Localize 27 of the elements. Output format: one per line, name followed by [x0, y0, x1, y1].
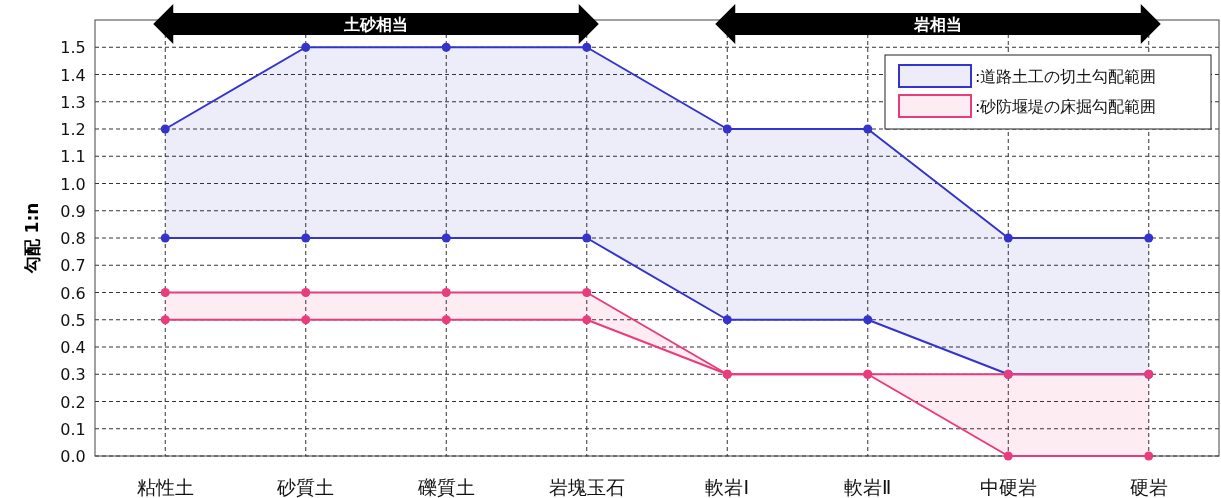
- y-axis-title: 勾配 1:n: [22, 202, 42, 275]
- y-tick-label: 1.2: [60, 120, 86, 139]
- annotation: 岩相当: [913, 15, 962, 34]
- y-tick-label: 0.4: [60, 338, 86, 357]
- y-tick-label: 1.5: [60, 38, 86, 58]
- y-tick-label: 1.0: [60, 174, 86, 194]
- x-tick-label: 砂質土: [276, 476, 335, 498]
- y-tick-label: 1.3: [60, 92, 86, 112]
- x-tick-label: 岩塊玉石: [548, 476, 625, 498]
- x-tick-label: 軟岩Ⅰ: [705, 476, 750, 498]
- y-tick-label: 0.2: [60, 392, 86, 412]
- y-tick-label: 0.5: [60, 310, 86, 330]
- y-tick-label: 0.7: [60, 256, 86, 276]
- x-tick-label: 硬岩: [1129, 476, 1168, 498]
- y-tick-label: 1.1: [60, 147, 86, 167]
- x-tick-label: 粘性土: [136, 476, 194, 498]
- y-tick-label: 0.0: [60, 447, 86, 466]
- y-tick-label: 0.9: [60, 201, 86, 221]
- y-tick-label: 0.6: [60, 283, 86, 303]
- x-tick-label: 礫質土: [416, 476, 475, 498]
- x-tick-label: 中硬岩: [979, 476, 1037, 498]
- y-tick-label: 0.1: [60, 419, 86, 439]
- x-tick-label: 軟岩Ⅱ: [844, 476, 892, 498]
- annotation: 土砂相当: [343, 15, 408, 34]
- y-tick-label: 1.4: [60, 65, 86, 85]
- y-tick-label: 0.3: [60, 365, 86, 385]
- y-tick-label: 0.8: [60, 229, 86, 248]
